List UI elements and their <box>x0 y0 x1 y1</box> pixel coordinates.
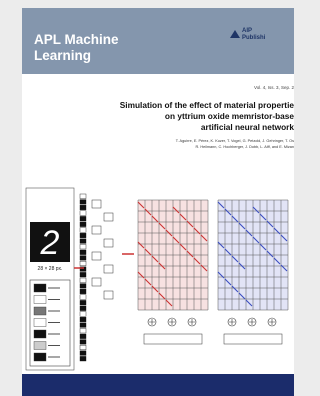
journal-name: APL Machine <box>34 32 119 47</box>
page: APL Machine Learning AIP Publishi Vol. 4… <box>0 0 294 396</box>
publisher-logo-mark <box>230 30 240 38</box>
figure: 2 28 × 28 px. <box>22 158 294 372</box>
issue-info: Vol. 4, Iss. 3, Sep. 2 <box>254 85 294 90</box>
digit: 2 <box>40 224 60 262</box>
authors: T. Aguirre, E. Pérez, K. Kuzer, T. Vogel… <box>176 139 294 143</box>
footer-band <box>22 374 294 396</box>
authors: R. Heilmann, C. Hochberger, J. Dobb, L. … <box>196 145 295 149</box>
article-title: artificial neural network <box>201 122 294 132</box>
publisher: Publishi <box>242 35 265 41</box>
header-band: APL Machine Learning <box>22 8 294 74</box>
journal-name: Learning <box>34 48 91 63</box>
article-title: Simulation of the effect of material pro… <box>120 100 294 110</box>
journal-cover: APL Machine Learning AIP Publishi Vol. 4… <box>22 8 294 396</box>
publisher: AIP <box>242 28 252 34</box>
size-label: 28 × 28 px. <box>38 266 63 272</box>
article-title: on yttrium oxide memristor-base <box>165 111 294 121</box>
